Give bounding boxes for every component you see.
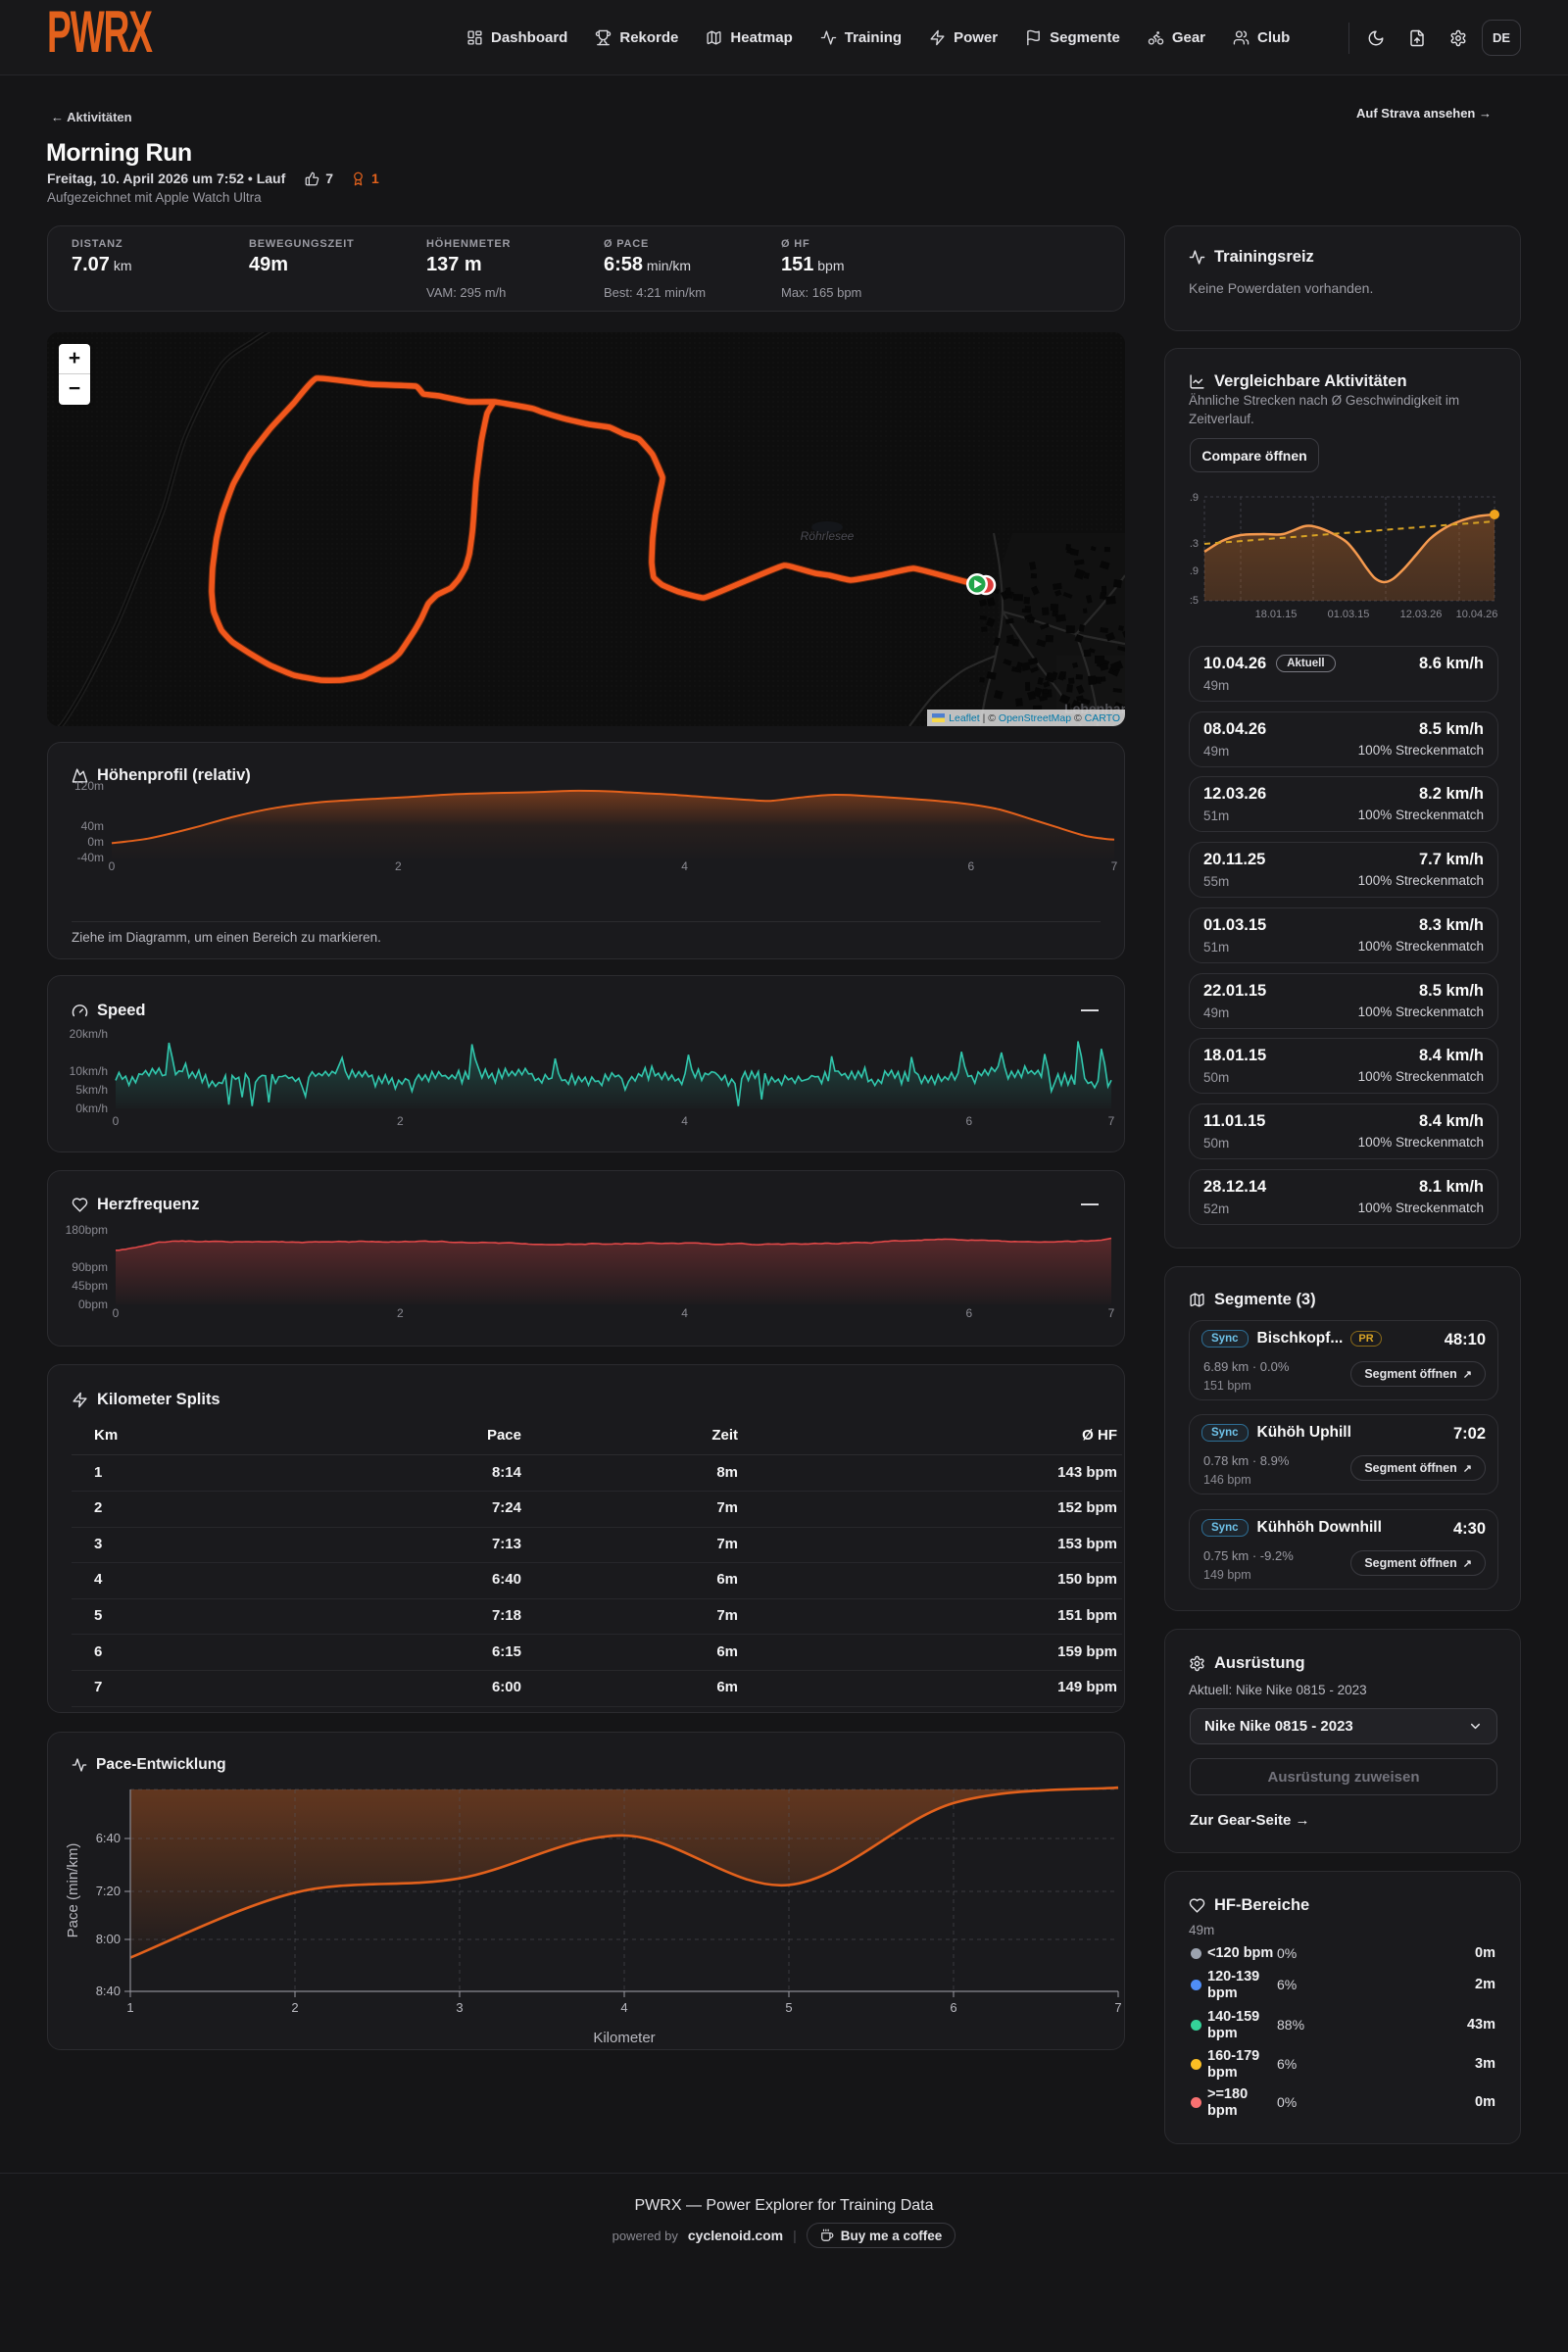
svg-text:8:40: 8:40 (96, 1984, 121, 1998)
svg-text:Kilometer: Kilometer (593, 2030, 655, 2046)
svg-text:2: 2 (397, 1114, 404, 1128)
svg-text:45bpm: 45bpm (72, 1279, 108, 1293)
svg-text:12.03.26: 12.03.26 (1400, 609, 1443, 620)
svg-text:10.04.26: 10.04.26 (1456, 609, 1498, 620)
svg-text:6: 6 (966, 1114, 973, 1128)
svg-text:10km/h: 10km/h (70, 1064, 108, 1078)
svg-text:0m: 0m (87, 835, 104, 849)
svg-text:40m: 40m (81, 819, 104, 833)
svg-text:0: 0 (113, 1114, 120, 1128)
svg-text:7:20: 7:20 (96, 1884, 121, 1898)
svg-text:.3: .3 (1190, 538, 1199, 550)
svg-text:4: 4 (681, 859, 688, 873)
svg-text:7: 7 (1114, 2000, 1121, 2015)
svg-text:.9: .9 (1190, 492, 1199, 504)
svg-text:2: 2 (397, 1306, 404, 1320)
svg-text:4: 4 (620, 2000, 627, 2015)
svg-text:180bpm: 180bpm (66, 1223, 108, 1237)
svg-text:2: 2 (291, 2000, 298, 2015)
svg-text:5: 5 (785, 2000, 792, 2015)
svg-text:01.03.15: 01.03.15 (1328, 609, 1370, 620)
svg-text:90bpm: 90bpm (72, 1260, 108, 1274)
svg-text:Pace (min/km): Pace (min/km) (65, 1843, 81, 1938)
svg-text:6: 6 (967, 859, 974, 873)
svg-text:.9: .9 (1190, 565, 1199, 577)
svg-text:1: 1 (126, 2000, 133, 2015)
svg-text:0: 0 (113, 1306, 120, 1320)
svg-text:6: 6 (950, 2000, 956, 2015)
svg-text:120m: 120m (74, 779, 104, 793)
svg-text:0bpm: 0bpm (78, 1298, 108, 1311)
svg-text::5: :5 (1190, 595, 1199, 607)
svg-text:-40m: -40m (77, 851, 104, 864)
svg-text:7: 7 (1111, 859, 1118, 873)
svg-text:18.01.15: 18.01.15 (1255, 609, 1298, 620)
svg-text:2: 2 (395, 859, 402, 873)
svg-text:8:00: 8:00 (96, 1932, 121, 1946)
svg-text:20km/h: 20km/h (70, 1027, 108, 1041)
svg-text:Röhrlesee: Röhrlesee (801, 529, 855, 543)
svg-text:4: 4 (681, 1306, 688, 1320)
svg-text:6: 6 (966, 1306, 973, 1320)
svg-text:4: 4 (681, 1114, 688, 1128)
svg-text:3: 3 (456, 2000, 463, 2015)
svg-text:6:40: 6:40 (96, 1831, 121, 1845)
svg-text:0km/h: 0km/h (75, 1102, 108, 1115)
svg-text:7: 7 (1108, 1306, 1115, 1320)
svg-text:0: 0 (109, 859, 116, 873)
svg-text:7: 7 (1108, 1114, 1115, 1128)
svg-text:5km/h: 5km/h (75, 1083, 108, 1097)
